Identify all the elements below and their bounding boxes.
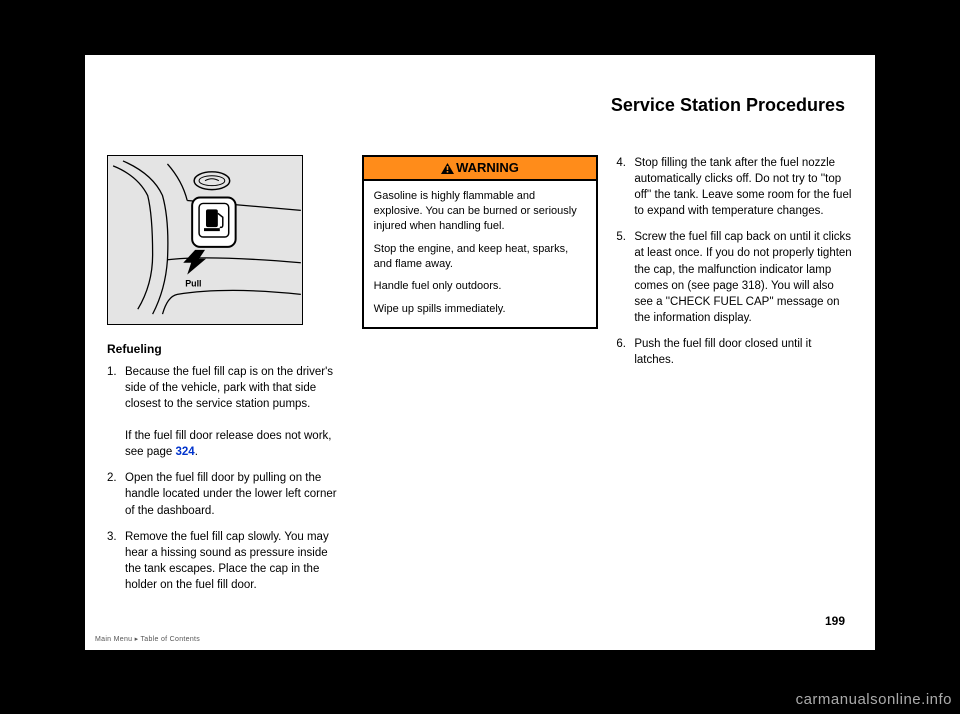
content-columns: Pull Refueling Because the fuel fill cap… xyxy=(85,55,875,650)
step-5: Screw the fuel fill cap back on until it… xyxy=(616,229,853,326)
warning-triangle-icon xyxy=(441,163,454,174)
step-4-text: Stop filling the tank after the fuel noz… xyxy=(634,157,851,217)
refueling-heading: Refueling xyxy=(107,341,344,358)
steps-list-left: Because the fuel fill cap is on the driv… xyxy=(107,364,344,603)
warning-header: WARNING xyxy=(364,157,597,181)
page-number: 199 xyxy=(825,614,845,628)
fuel-release-illustration: Pull xyxy=(107,155,303,325)
warning-para-1: Gasoline is highly flammable and explosi… xyxy=(374,189,587,234)
step-6: Push the fuel fill door closed until it … xyxy=(616,336,853,368)
warning-box: WARNING Gasoline is highly flammable and… xyxy=(362,155,599,329)
step-3-text: Remove the fuel fill cap slowly. You may… xyxy=(125,531,329,591)
step-2: Open the fuel fill door by pulling on th… xyxy=(107,470,344,518)
column-3: Stop filling the tank after the fuel noz… xyxy=(616,155,853,630)
warning-bullet-1: Stop the engine, and keep heat, sparks, … xyxy=(374,242,587,272)
column-2: WARNING Gasoline is highly flammable and… xyxy=(362,155,599,630)
page-ref-link[interactable]: 324 xyxy=(176,446,195,458)
step-1-text-b: If the fuel fill door release does not w… xyxy=(125,430,331,458)
warning-body: Gasoline is highly flammable and explosi… xyxy=(364,181,597,327)
step-1: Because the fuel fill cap is on the driv… xyxy=(107,364,344,461)
step-1-text-a: Because the fuel fill cap is on the driv… xyxy=(125,366,333,410)
warning-bullet-3: Wipe up spills immediately. xyxy=(374,302,587,317)
warning-label: WARNING xyxy=(456,160,519,175)
warning-bullet-2: Handle fuel only outdoors. xyxy=(374,279,587,294)
footer-nav-text[interactable]: Main Menu ▸ Table of Contents xyxy=(95,635,200,643)
page-title: Service Station Procedures xyxy=(611,95,845,116)
steps-list-right: Stop filling the tank after the fuel noz… xyxy=(616,155,853,378)
step-1-text-c: . xyxy=(195,446,198,458)
manual-page: Service Station Procedures xyxy=(85,55,875,650)
step-3: Remove the fuel fill cap slowly. You may… xyxy=(107,529,344,593)
pull-label: Pull xyxy=(185,278,201,288)
step-4: Stop filling the tank after the fuel noz… xyxy=(616,155,853,219)
step-2-text: Open the fuel fill door by pulling on th… xyxy=(125,472,337,516)
step-5-text: Screw the fuel fill cap back on until it… xyxy=(634,231,851,323)
column-1: Pull Refueling Because the fuel fill cap… xyxy=(107,155,344,630)
step-6-text: Push the fuel fill door closed until it … xyxy=(634,338,811,366)
watermark-text: carmanualsonline.info xyxy=(796,691,952,708)
